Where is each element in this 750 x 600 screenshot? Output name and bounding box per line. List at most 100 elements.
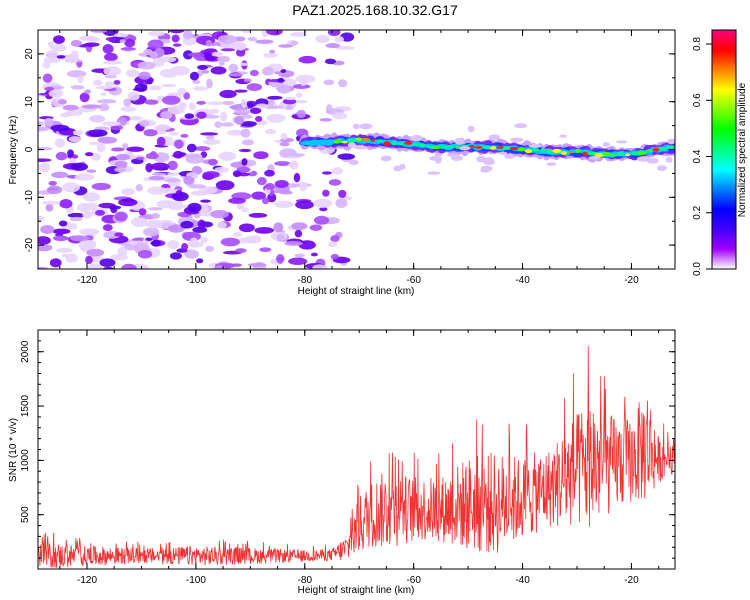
spectrogram-noise-cell [235, 248, 247, 254]
spectrogram-noise-cell [91, 182, 111, 191]
spectrogram-noise-cell [241, 30, 251, 34]
spectrogram-ridge-peak [560, 151, 568, 155]
spectrogram-noise-cell [38, 158, 52, 162]
spectrogram-ridge-peak [354, 137, 363, 141]
spectrogram-noise-cell [51, 171, 69, 179]
spectrogram-noise-cell [352, 123, 360, 130]
spectrogram-noise-cell [278, 44, 293, 48]
snr-series-line [38, 345, 675, 568]
spectrogram-noise-cell [105, 37, 117, 42]
spectrogram-ridge-peak [431, 145, 442, 149]
spectrogram-noise-cell [328, 241, 338, 248]
spectrogram-noise-cell [298, 55, 317, 64]
spectrogram-noise-cell [328, 179, 342, 186]
spectrogram-ridge-peak [509, 146, 520, 151]
spectrogram-noise-cell [295, 200, 314, 210]
spectrogram-noise-cell [196, 258, 204, 264]
spectrogram-noise-cell [190, 190, 209, 196]
snr-y-tick-label: 1500 [20, 394, 31, 417]
spectrogram-noise-cell [38, 266, 48, 269]
snr-x-tick-label: -120 [77, 575, 97, 586]
spectrogram-noise-cell [274, 161, 291, 166]
spectrogram-noise-cell [235, 48, 246, 57]
colorbar-gradient [711, 29, 737, 270]
spectrogram-noise-cell [114, 33, 129, 38]
spectrogram-noise-cell [279, 141, 290, 147]
spectrogram-ridge-peak [496, 146, 505, 149]
spectrogram-noise-cell [197, 219, 206, 230]
spectrogram-noise-cell [266, 113, 286, 123]
spectrogram-noise-cell [167, 239, 180, 250]
spectrogram-noise-cell [69, 222, 78, 230]
colorbar-tick-label: 0.4 [692, 149, 703, 163]
spectrogram-noise-cell [151, 172, 167, 176]
spectrogram-noise-cell [45, 203, 54, 212]
spectrogram-noise-cell [78, 35, 98, 41]
spectrogram-noise-cell [102, 224, 113, 232]
spectrogram-noise-cell [167, 172, 181, 176]
spectrogram-noise-cell [103, 66, 122, 76]
spectrogram-noise-cell [138, 265, 148, 269]
spectrogram-noise-cell [264, 128, 277, 135]
spectrogram-noise-cell [296, 109, 307, 119]
spectrogram-noise-cell [240, 128, 251, 138]
spectrogram-noise-cell [52, 228, 71, 235]
spectrogram-noise-cell [186, 143, 197, 153]
spectrogram-ridge-peak [397, 142, 405, 145]
spectrogram-y-tick-label: 10 [24, 96, 35, 108]
spectrogram-y-tick-label: -20 [24, 237, 35, 252]
spectrogram-noise-cell [111, 147, 125, 152]
spectrogram-noise-cell [210, 66, 227, 75]
spectrogram-noise-cell [264, 169, 275, 177]
spectrogram-noise-cell [234, 89, 248, 93]
spectrogram-noise-cell [68, 136, 82, 143]
spectrogram-noise-cell [196, 111, 207, 119]
spectrogram-noise-cell [102, 121, 121, 127]
spectrogram-noise-cell [82, 192, 101, 202]
spectrogram-noise-cell [200, 132, 219, 136]
spectrogram-noise-cell [294, 253, 305, 258]
spectrogram-noise-cell [454, 137, 465, 145]
spectrogram-noise-cell [38, 126, 50, 132]
spectrogram-noise-cell [171, 34, 180, 43]
spectrogram-noise-cell [42, 73, 53, 83]
spectrogram-noise-cell [528, 143, 542, 148]
spectrogram-ridge-peak [658, 146, 668, 151]
spectrogram-noise-cell [119, 39, 126, 44]
snr-y-tick-label: 2000 [20, 340, 31, 363]
spectrogram-y-tick-label: 0 [24, 146, 35, 152]
spectrogram-noise-cell [148, 175, 165, 181]
colorbar-label: Normalized spectral amplitude [737, 82, 748, 217]
spectrogram-noise-cell [298, 240, 316, 250]
spectrogram-noise-cell [280, 69, 287, 73]
spectrogram-noise-cell [152, 57, 165, 67]
spectrogram-noise-cell [205, 135, 215, 140]
spectrogram-noise-cell [665, 156, 673, 163]
spectrogram-noise-cell [120, 106, 137, 112]
spectrogram-noise-cell [559, 134, 567, 138]
spectrogram-noise-cell [259, 247, 272, 253]
spectrogram-noise-cell [483, 159, 491, 165]
spectrogram-ridge-peak [625, 153, 631, 157]
spectrogram-noise-cell [410, 134, 423, 142]
spectrogram-noise-cell [50, 44, 67, 52]
spectrogram-noise-cell [636, 156, 650, 162]
spectrogram-noise-cell [322, 171, 332, 175]
spectrogram-noise-cell [183, 92, 191, 100]
spectrogram-noise-cell [88, 129, 108, 137]
spectrogram-y-tick-label: 20 [24, 48, 35, 60]
spectrogram-ridge-peak [419, 143, 426, 147]
spectrogram-noise-cell [126, 146, 145, 152]
spectrogram-noise-cell [249, 69, 259, 77]
spectrogram-ridge-peak [546, 148, 554, 154]
snr-x-label: Height of straight line (km) [298, 585, 415, 596]
spectrogram-ridge-peak [652, 147, 660, 152]
spectrogram-noise-cell [234, 36, 246, 42]
spectrogram-noise-cell [348, 159, 359, 165]
spectrogram-ridge-peak [447, 144, 455, 149]
spectrogram-noise-cell [231, 263, 242, 267]
spectrogram-noise-cell [216, 221, 227, 229]
spectrogram-noise-cell [167, 224, 185, 233]
spectrogram-ridge-peak [601, 151, 611, 156]
